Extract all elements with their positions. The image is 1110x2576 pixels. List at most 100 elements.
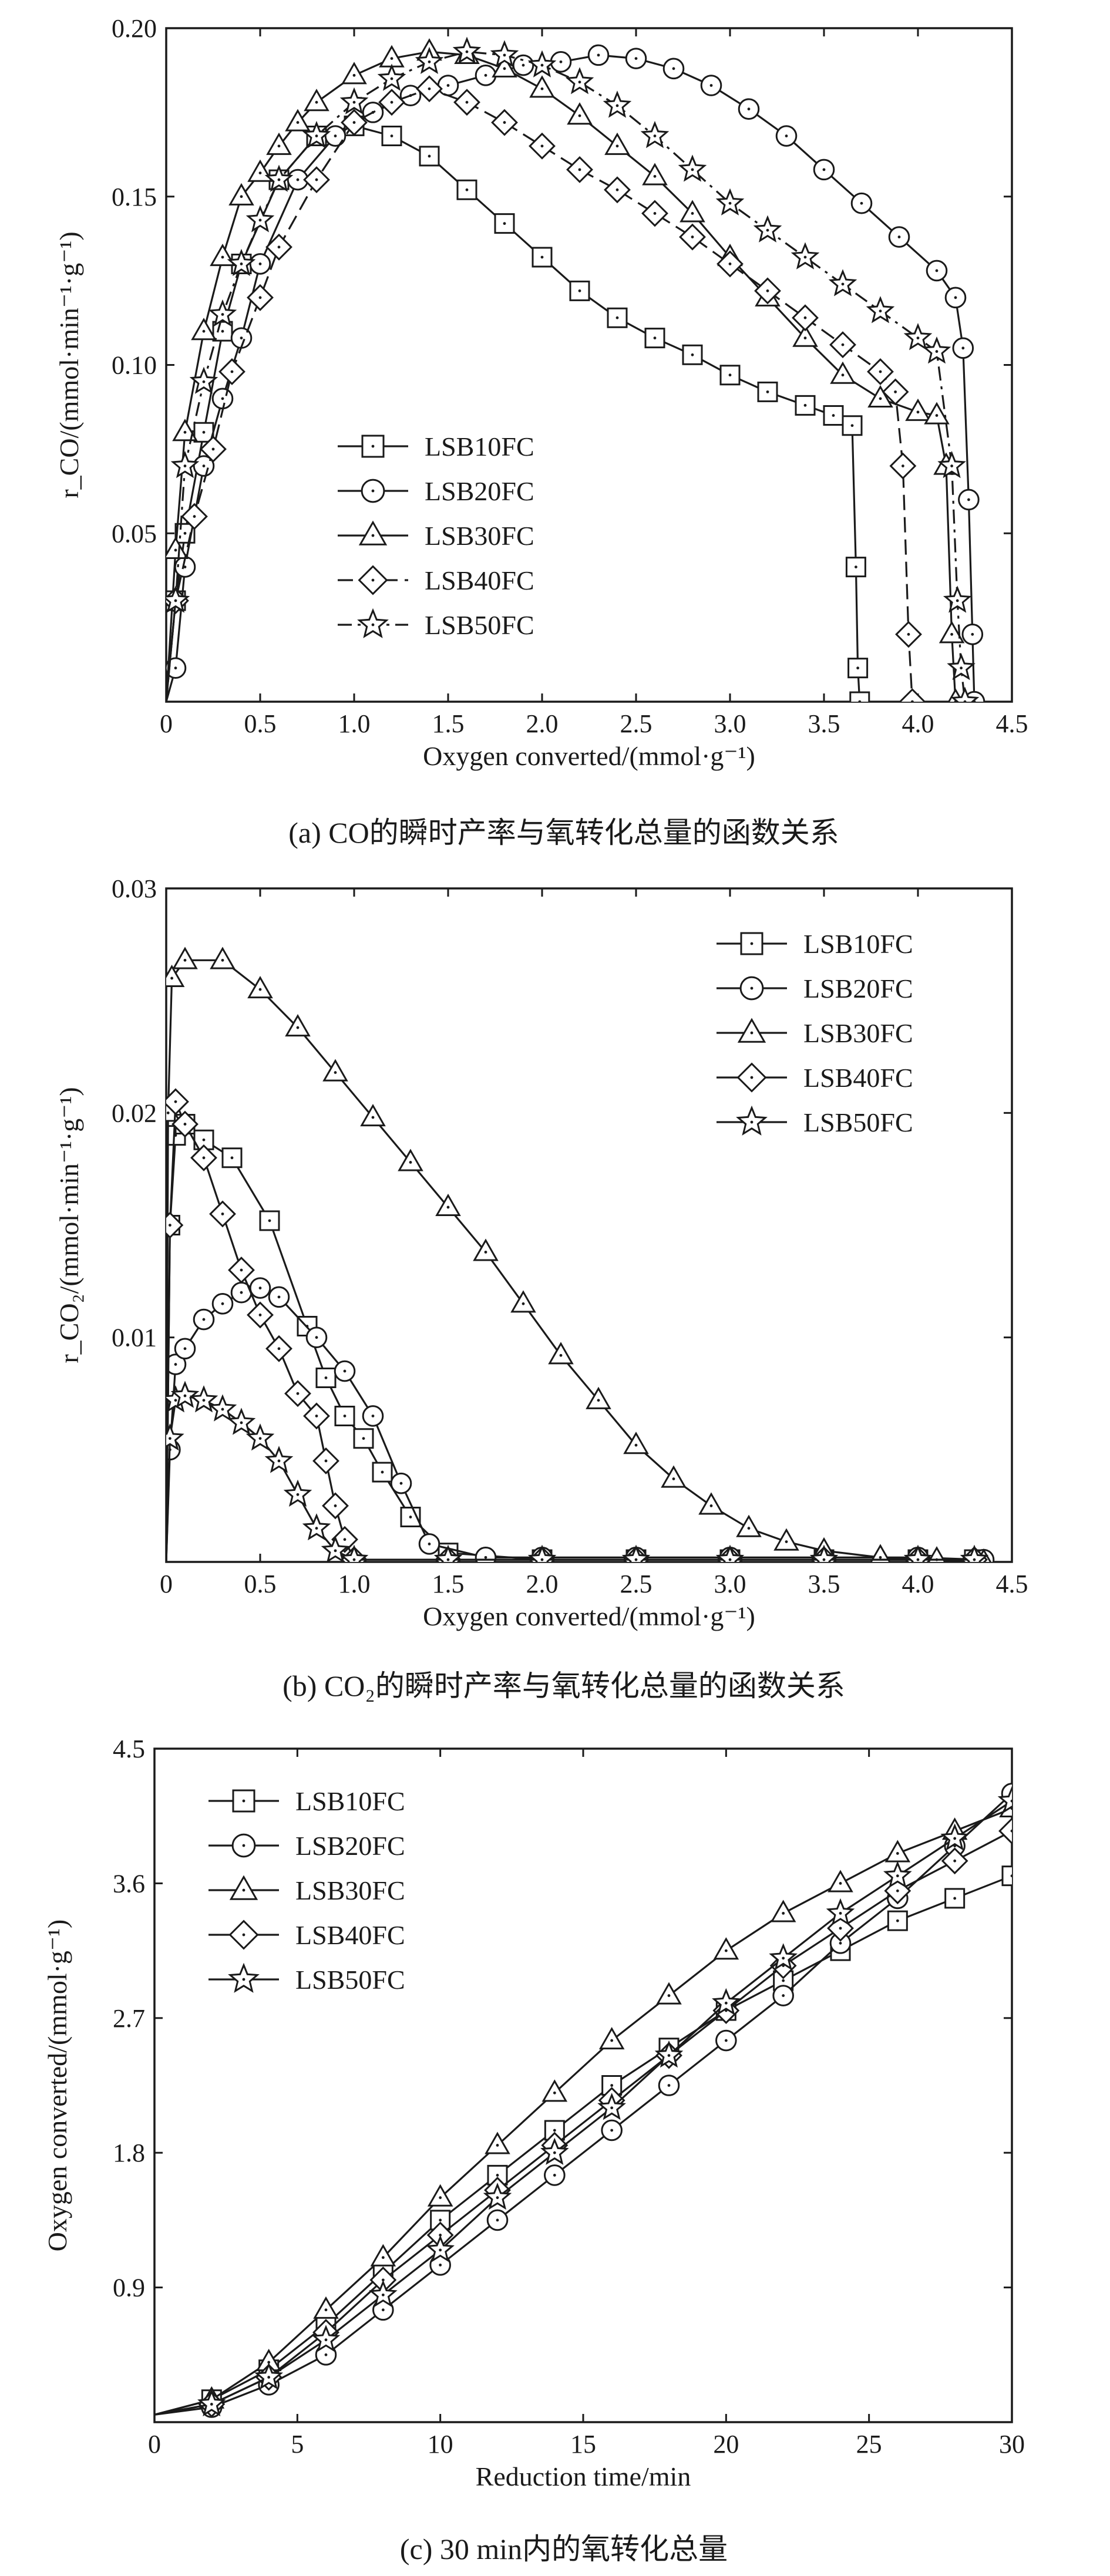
panel-b-point-LSB30FC-center bbox=[747, 1527, 751, 1530]
panel-b-legend-marker-LSB40FC-center bbox=[750, 1076, 754, 1079]
panel-a-x-tick-label: 1.0 bbox=[338, 709, 371, 738]
panel-a-point-LSB40FC-center bbox=[894, 390, 897, 393]
panel-c-x-tick-label: 30 bbox=[999, 2430, 1025, 2459]
panel-b-point-LSB30FC bbox=[360, 1103, 386, 1127]
panel-c-point-LSB50FC-center bbox=[267, 2376, 271, 2379]
panel-a-point-LSB20FC-center bbox=[672, 67, 675, 70]
panel-a-point-LSB50FC-center bbox=[766, 228, 769, 232]
panel-a-point-LSB40FC bbox=[899, 688, 926, 702]
panel-a-point-LSB10FC-center bbox=[856, 666, 859, 670]
panel-b-point-LSB10FC-center bbox=[230, 1156, 234, 1160]
panel-c-point-LSB40FC bbox=[998, 1817, 1012, 1845]
panel-a-point-LSB50FC-center bbox=[202, 380, 206, 383]
panel-a-point-LSB30FC-center bbox=[503, 67, 506, 70]
panel-a-legend-marker-LSB50FC-center bbox=[371, 623, 375, 627]
panel-c-legend-marker-LSB30FC bbox=[229, 1875, 258, 1900]
panel-c-line-LSB40FC bbox=[154, 1830, 1012, 2416]
panel-c-point-LSB40FC-center bbox=[953, 1859, 957, 1863]
panel-c-point-LSB30FC bbox=[884, 1840, 911, 1863]
panel-c-x-tick-label: 0 bbox=[148, 2430, 161, 2459]
panel-b-line-LSB10FC bbox=[166, 1123, 974, 1562]
panel-c-line-LSB50FC bbox=[154, 1800, 1012, 2416]
panel-a-point-LSB10FC-center bbox=[578, 289, 581, 292]
panel-a-point-LSB10FC-center bbox=[615, 316, 619, 319]
panel-a-point-LSB40FC-center bbox=[653, 212, 657, 215]
panel-c-point-LSB50FC-center bbox=[324, 2338, 328, 2342]
panel-b-point-LSB50FC-center bbox=[540, 1558, 544, 1561]
panel-b-y-axis-label: r_CO₂/(mmol·min⁻¹·g⁻¹) bbox=[54, 1087, 84, 1363]
panel-a-point-LSB40FC-center bbox=[258, 296, 262, 299]
panel-c-x-tick-label: 10 bbox=[428, 2430, 453, 2459]
panel-b-point-LSB20FC-center bbox=[343, 1369, 347, 1373]
panel-c-axes-frame bbox=[153, 1747, 1013, 2423]
panel-a-point-LSB10FC-center bbox=[691, 353, 694, 356]
panel-a-point-LSB20FC-center bbox=[240, 336, 243, 340]
panel-b-legend: LSB10FC LSB20FC LSB30FC LSB40FC LSB50FC bbox=[717, 929, 913, 1137]
panel-b-point-LSB50FC-center bbox=[221, 1407, 224, 1411]
panel-a-point-LSB50FC-center bbox=[277, 178, 281, 181]
panel-a-point-LSB50FC-center bbox=[956, 599, 959, 602]
panel-c-legend-marker-LSB50FC-center bbox=[242, 1978, 245, 1981]
panel-a-point-LSB10FC-center bbox=[503, 222, 506, 225]
panel-a-point-LSB30FC-center bbox=[174, 548, 177, 552]
panel-a-x-tick-label: 4.0 bbox=[902, 709, 934, 738]
panel-a-point-LSB50FC-center bbox=[803, 255, 807, 259]
panel-a-y-axis-label: r_CO/(mmol·min⁻¹·g⁻¹) bbox=[54, 231, 84, 498]
panel-c-point-LSB40FC-center bbox=[439, 2233, 442, 2237]
panel-a-y-tick-label: 0.15 bbox=[112, 183, 157, 211]
panel-c-point-LSB20FC-center bbox=[724, 2039, 728, 2042]
panel-b-point-LSB50FC bbox=[339, 1544, 369, 1562]
panel-b-point-LSB30FC bbox=[548, 1342, 574, 1365]
panel-a-point-LSB30FC-center bbox=[916, 410, 920, 414]
panel-b-point-LSB30FC bbox=[166, 964, 185, 988]
panel-a-point-LSB40FC-center bbox=[540, 144, 544, 148]
panel-b-x-axis-label: Oxygen converted/(mmol·g⁻¹) bbox=[423, 1601, 755, 1631]
panel-c-point-LSB30FC-center bbox=[324, 2308, 328, 2312]
panel-b-point-LSB50FC bbox=[809, 1544, 839, 1562]
panel-b-point-LSB30FC bbox=[773, 1528, 799, 1551]
panel-b-chart: 0 0.5 1.0 1.5 2.0 2.5 3.0 3.5 4.0 4.5 0.01 0.02 0.03… bbox=[54, 874, 1028, 1631]
panel-b-point-LSB10FC-center bbox=[381, 1470, 384, 1474]
panel-b-point-LSB50FC bbox=[715, 1544, 745, 1562]
panel-a-point-LSB30FC-center bbox=[653, 174, 657, 178]
panel-b-point-LSB30FC-center bbox=[484, 1250, 487, 1254]
panel-a-point-LSB20FC-center bbox=[334, 134, 337, 137]
panel-b-point-LSB40FC-center bbox=[296, 1392, 300, 1395]
panel-c-line-LSB30FC bbox=[154, 1807, 1012, 2416]
panel-b-point-LSB20FC-center bbox=[399, 1481, 403, 1485]
panel-c-point-LSB20FC-center bbox=[782, 1994, 785, 1997]
panel-b-point-LSB50FC-center bbox=[202, 1399, 206, 1402]
panel-a-point-LSB40FC-center bbox=[390, 100, 393, 104]
panel-b-point-LSB30FC-center bbox=[183, 958, 187, 962]
panel-c-legend: LSB10FC LSB20FC LSB30FC LSB40FC LSB50FC bbox=[208, 1786, 405, 1995]
panel-c-point-LSB30FC-center bbox=[724, 1949, 728, 1952]
panel-a-point-LSB40FC-center bbox=[879, 370, 882, 373]
panel-a-point-LSB30FC bbox=[680, 200, 705, 223]
panel-a-point-LSB30FC bbox=[341, 62, 367, 85]
panel-b-point-LSB50FC-center bbox=[258, 1437, 262, 1440]
panel-c-point-LSB50FC-center bbox=[782, 1957, 785, 1960]
panel-a-point-LSB20FC-center bbox=[967, 498, 970, 501]
panel-b-point-LSB50FC-center bbox=[296, 1493, 300, 1496]
panel-a-point-LSB40FC-center bbox=[728, 262, 732, 265]
panel-c-point-LSB30FC-center bbox=[782, 1911, 785, 1915]
panel-a-legend: LSB10FC LSB20FC LSB30FC LSB40FC LSB50FC bbox=[338, 432, 534, 640]
panel-a-point-LSB50FC-center bbox=[240, 262, 243, 265]
panel-c-point-LSB30FC bbox=[770, 1900, 796, 1922]
panel-c-point-LSB10FC bbox=[1001, 1866, 1012, 1887]
panel-b-legend-label-LSB30FC: LSB30FC bbox=[803, 1018, 913, 1048]
panel-c-x-tick-label: 15 bbox=[570, 2430, 596, 2459]
panel-a-point-LSB30FC bbox=[529, 75, 555, 98]
panel-b-point-LSB30FC bbox=[661, 1465, 687, 1488]
panel-b-point-LSB30FC bbox=[473, 1238, 499, 1261]
panel-a-point-LSB10FC-center bbox=[183, 531, 187, 535]
panel-b-point-LSB30FC-center bbox=[258, 988, 262, 991]
panel-b-legend-marker-LSB30FC bbox=[737, 1018, 766, 1043]
panel-a-point-LSB40FC-center bbox=[766, 289, 769, 292]
panel-b-point-LSB30FC-center bbox=[672, 1477, 675, 1480]
panel-b-point-LSB20FC-center bbox=[371, 1415, 375, 1417]
panel-b-point-LSB30FC-center bbox=[709, 1504, 713, 1507]
panel-a-point-LSB50FC bbox=[950, 686, 980, 702]
panel-a-point-LSB30FC-center bbox=[315, 100, 318, 104]
